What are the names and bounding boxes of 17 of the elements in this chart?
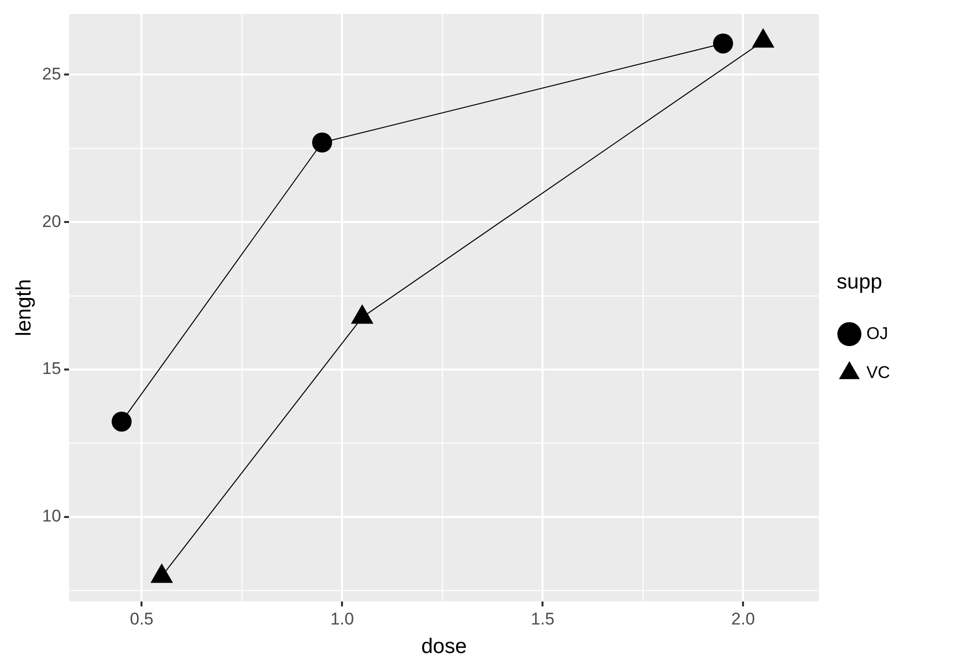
x-tick-label: 0.5 xyxy=(130,609,154,628)
y-tick-label: 20 xyxy=(42,212,62,231)
y-tick-label: 15 xyxy=(42,359,62,378)
point xyxy=(350,304,374,324)
legend-label: OJ xyxy=(866,324,888,343)
x-tick-label: 2.0 xyxy=(731,609,755,628)
y-tick-label: 25 xyxy=(42,64,62,84)
legend-label: VC xyxy=(866,362,890,382)
x-axis-title: dose xyxy=(421,635,467,658)
point xyxy=(713,33,734,54)
y-tick-label: 10 xyxy=(42,506,62,526)
point xyxy=(312,132,332,153)
y-axis-title: length xyxy=(12,279,36,336)
point xyxy=(150,563,173,583)
legend-title: supp xyxy=(836,270,882,294)
x-tick-label: 1.5 xyxy=(530,609,554,628)
x-tick-label: 1.0 xyxy=(330,609,354,628)
